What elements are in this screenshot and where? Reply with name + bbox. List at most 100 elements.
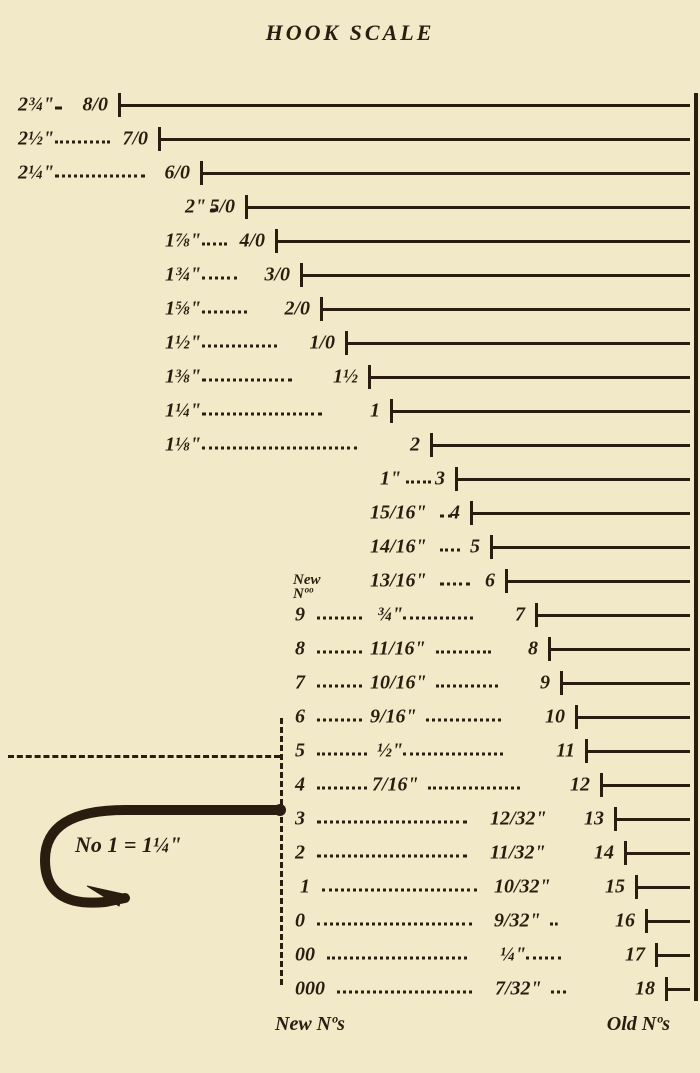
- leader-dots: [202, 277, 237, 280]
- leader-dots: [317, 821, 467, 824]
- hook-size-label: 4/0: [239, 230, 265, 253]
- hook-size-label: 4: [450, 502, 460, 525]
- hook-size-label: 2/0: [284, 298, 310, 321]
- size-bar: [200, 172, 690, 175]
- hook-size-label: 3: [435, 468, 445, 491]
- page-title: HOOK SCALE: [0, 20, 700, 46]
- size-bar: [455, 478, 690, 481]
- inches-label: 1⅛": [165, 434, 201, 457]
- scale-row: 1⅜" 1½: [0, 360, 700, 394]
- size-bar: [645, 920, 690, 923]
- hook-scale-page: HOOK SCALE 2¾"8/02½"7/02¼"6/02"5/01⅞"4/0…: [0, 0, 700, 1073]
- leader-dots: [317, 651, 362, 654]
- scale-row: 00¼"17: [0, 938, 700, 972]
- inches-label: 7/16": [372, 774, 419, 797]
- hook-dashed-horizontal: [8, 755, 280, 758]
- size-bar: [655, 954, 690, 957]
- leader-dots: [202, 379, 292, 382]
- inches-label: 1¾": [165, 264, 201, 287]
- size-bar: [614, 818, 690, 821]
- leader-dots: [317, 753, 367, 756]
- new-number-label: 9: [295, 604, 305, 627]
- inches-label: 1⅜": [165, 366, 201, 389]
- scale-row: 1½"1/0: [0, 326, 700, 360]
- hook-size-label: 8/0: [82, 94, 108, 117]
- size-bar: [535, 614, 690, 617]
- scale-row: 2¾"8/0: [0, 88, 700, 122]
- leader-dots: [55, 175, 145, 178]
- new-number-label: 7: [295, 672, 305, 695]
- size-bar: [300, 274, 690, 277]
- size-bar: [345, 342, 690, 345]
- inches-label: 12/32": [490, 808, 547, 831]
- leader-dots: [317, 923, 472, 926]
- size-bar: [430, 444, 690, 447]
- hook-size-label: 2: [410, 434, 420, 457]
- old-number-label: 12: [570, 774, 590, 797]
- scale-row: 5½"11: [0, 734, 700, 768]
- size-bar: [490, 546, 690, 549]
- scale-row: 710/16"9: [0, 666, 700, 700]
- inches-label: 1⅞": [165, 230, 201, 253]
- inches-label: 1¼": [165, 400, 201, 423]
- size-bar: [560, 682, 690, 685]
- old-number-label: 14: [594, 842, 614, 865]
- inches-label: 1": [380, 468, 401, 491]
- scale-row: 2¼"6/0: [0, 156, 700, 190]
- scale-row: 1¼"1: [0, 394, 700, 428]
- inches-label: 9/32": [494, 910, 541, 933]
- scale-row: 1⅞" 4/0: [0, 224, 700, 258]
- inches-label: ½": [377, 740, 403, 763]
- old-number-label: 7: [515, 604, 525, 627]
- leader-dots: [403, 617, 473, 620]
- header-new-nos: New Nºº: [293, 573, 321, 601]
- leader-dots: [436, 651, 491, 654]
- inches-label: 7/32": [495, 978, 542, 1001]
- old-number-label: 9: [540, 672, 550, 695]
- inches-label: 13/16": [370, 570, 427, 593]
- inches-label: 11/16": [370, 638, 426, 661]
- size-bar: [368, 376, 690, 379]
- new-number-label: 3: [295, 808, 305, 831]
- new-number-label: 000: [295, 978, 325, 1001]
- leader-dots: [436, 685, 498, 688]
- old-number-label: 8: [528, 638, 538, 661]
- hook-size-label: 1/0: [309, 332, 335, 355]
- leader-dots: [202, 311, 247, 314]
- leader-dots: [202, 447, 357, 450]
- inches-label: 10/32": [494, 876, 551, 899]
- inches-label: 11/32": [490, 842, 546, 865]
- scale-row: 69/16"10: [0, 700, 700, 734]
- inches-label: 2½": [18, 128, 54, 151]
- old-number-label: 16: [615, 910, 635, 933]
- scale-row: 13/16"6: [0, 564, 700, 598]
- leader-dots: [428, 787, 520, 790]
- size-bar: [275, 240, 690, 243]
- leader-dots: [440, 549, 460, 552]
- hook-size-label: 5/0: [209, 196, 235, 219]
- scale-row: 15/16"4: [0, 496, 700, 530]
- new-number-label: 1: [300, 876, 310, 899]
- leader-dots: [317, 787, 367, 790]
- leader-dots: [322, 889, 477, 892]
- size-bar: [585, 750, 690, 753]
- inches-label: 2¼": [18, 162, 54, 185]
- hook-size-label: 1½: [333, 366, 358, 389]
- size-bar: [575, 716, 690, 719]
- scale-row: 9 ¾" 7: [0, 598, 700, 632]
- size-bar: [245, 206, 690, 209]
- new-number-label: 8: [295, 638, 305, 661]
- leader-dots: [526, 957, 561, 960]
- old-number-label: 15: [605, 876, 625, 899]
- leader-dots: [426, 719, 501, 722]
- scale-row: 1" 3: [0, 462, 700, 496]
- inches-label: ¾": [377, 604, 403, 627]
- old-number-label: 10: [545, 706, 565, 729]
- leader-dots: [550, 923, 558, 926]
- old-number-label: 11: [556, 740, 575, 763]
- leader-dots: [202, 243, 227, 246]
- new-number-label: 2: [295, 842, 305, 865]
- leader-dots: [317, 719, 362, 722]
- footer-new-nos: New Nºs: [275, 1013, 345, 1036]
- new-number-label: 0: [295, 910, 305, 933]
